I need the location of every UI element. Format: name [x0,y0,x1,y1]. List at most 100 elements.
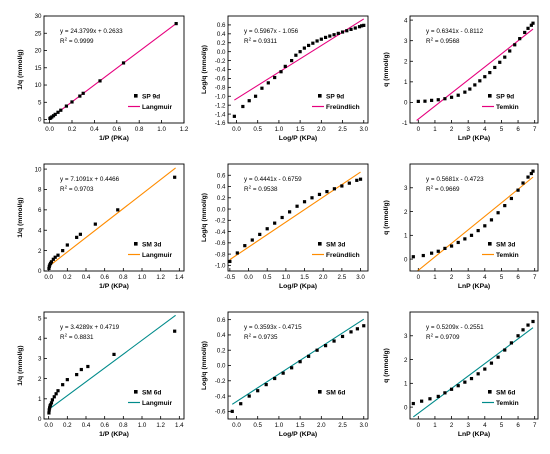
x-tick-label: 0.0 [44,274,53,281]
y-tick-label: 3 [404,185,408,192]
data-point [443,97,447,101]
r2-value: = 0.9709 [433,334,460,341]
x-tick-label: 0.0 [45,126,54,133]
data-point [260,86,264,90]
x-tick-label: 0.6 [100,274,109,281]
data-point [258,232,262,236]
data-point [463,90,467,94]
data-point [531,319,535,324]
data-point [279,70,283,74]
y-axis-label: q (mmol/g) [383,52,390,87]
data-point [516,188,520,192]
plot-frame [409,163,539,272]
x-tick-label: 2.5 [338,126,347,133]
chart-panel-9: 0 1 2 3 4 5 6 7 0 1 2 3 LnP (KPa) q (mmol/g) y = 0.520… [383,311,539,438]
x-tick-label: 1.5 [300,274,309,281]
data-point [355,178,359,182]
x-tick-label: 0.0 [232,126,241,133]
data-point [521,328,525,332]
data-point [340,30,345,34]
data-point [521,181,525,185]
r2-superscript: 2 [65,333,68,338]
fit-r-squared: R2 = 0.9311 [244,37,278,46]
data-point [332,33,336,37]
y-tick-label: 0.2 [217,195,226,202]
fit-r-squared: R2 = 0.9703 [60,185,94,194]
y-tick-label: 6 [38,207,42,214]
chart-panel-3: 0 1 2 3 4 5 6 7 -1 0 1 2 3 4 LnP (KPa) q (mmol/g) y = 0.… [383,15,539,142]
x-tick-label: 1 [433,274,437,281]
data-point [531,169,535,173]
y-tick-label: 3 [404,38,408,45]
x-tick-label: 0.8 [135,126,144,133]
legend-series-label: SM 3d [326,242,345,249]
fit-r-squared: R2 = 0.9669 [426,185,460,194]
data-point [264,383,268,387]
data-point [56,389,60,393]
plot-frame [43,311,185,420]
fit-equation: y = 3.4289x + 0.4719 [60,324,120,331]
y-tick-label: -0.4 [215,229,226,236]
data-point [86,364,90,369]
x-axis-label: 1/P (PKa) [99,135,129,142]
data-point [436,98,440,102]
data-point [347,181,351,185]
legend-series-label: SM 6d [326,390,345,397]
y-axis-label: q (mmol/g) [383,200,390,235]
y-tick-label: 15 [35,65,42,72]
legend-marker [134,390,138,394]
x-tick-label: 2.5 [338,274,347,281]
r2-value: = 0.9999 [67,38,94,45]
y-tick-label: 4 [404,17,408,24]
data-point [421,253,425,258]
data-point [54,392,58,396]
r2-symbol: R [426,334,431,341]
x-axis-label: 1/P (KPa) [99,431,129,438]
data-point [416,99,420,103]
data-point [61,383,65,387]
data-point [50,398,54,402]
y-tick-label: 0.6 [217,22,226,29]
x-tick-label: 0.2 [63,422,72,429]
x-tick-label: 6 [516,274,520,281]
data-point [509,196,514,201]
legend-series-label: SM 6d [496,390,515,397]
legend-fit-label: Langmuir [142,252,172,259]
y-tick-label: -1.6 [215,120,226,127]
data-point [75,235,79,239]
fit-r-squared: R2 = 0.8831 [60,333,94,342]
x-tick-label: 2.5 [338,422,347,429]
data-point [443,391,447,395]
data-point [336,31,340,35]
data-point [247,99,251,103]
data-point [280,215,284,220]
data-point [483,224,487,228]
data-point [317,192,322,197]
data-point [51,257,55,261]
x-tick-label: 1.5 [296,422,305,429]
x-tick-label: 1.4 [175,274,184,281]
data-point [478,79,482,83]
data-point [230,409,234,413]
chart-panel-2: 0.0 0.5 1.0 1.5 2.0 2.5 3.0-1.6-1.4-1.2-1.0-0.… [201,15,369,142]
data-point [173,329,177,333]
y-tick-label: 30 [35,13,42,20]
data-point [523,30,527,35]
y-tick-label: 4 [38,335,42,342]
y-tick-label: 2 [38,248,42,255]
x-axis-label: 1/P (KPa) [99,283,129,290]
fit-line [416,176,534,271]
x-tick-label: 0.0 [244,274,253,281]
data-point [247,394,251,398]
data-point [503,204,507,208]
data-point [355,327,359,331]
x-tick-label: 3 [466,422,470,429]
y-tick-label: 1 [404,381,408,388]
data-point [328,34,332,38]
r2-superscript: 2 [249,185,252,190]
data-point [288,210,292,214]
y-tick-label: 3 [38,356,42,363]
r2-symbol: R [60,186,65,193]
y-tick-label: 4 [38,227,42,234]
